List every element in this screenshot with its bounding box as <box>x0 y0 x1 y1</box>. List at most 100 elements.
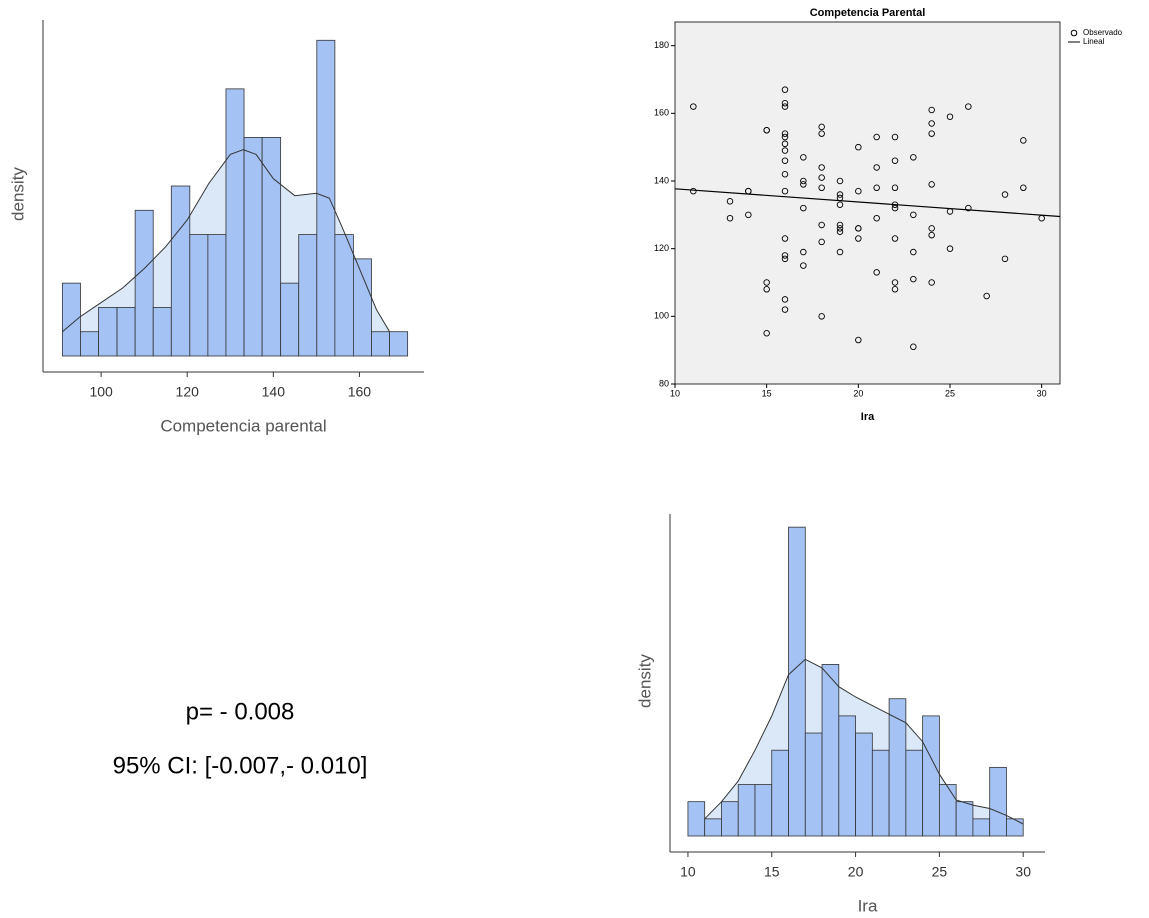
point <box>763 279 770 286</box>
point <box>855 143 862 151</box>
point <box>763 330 770 337</box>
point <box>891 204 899 212</box>
x-tick-label: 160 <box>348 384 372 400</box>
y-axis-label: density <box>8 167 27 221</box>
bar <box>855 732 873 837</box>
point <box>928 181 935 188</box>
bar <box>371 331 390 357</box>
point <box>836 201 844 208</box>
bar <box>922 715 940 837</box>
x-tick-label: 120 <box>176 384 200 400</box>
bar <box>972 818 991 837</box>
point <box>726 214 734 222</box>
bar <box>737 784 756 837</box>
bar <box>225 88 245 357</box>
bar <box>243 137 263 357</box>
x-tick-label: 10 <box>670 388 680 398</box>
bar <box>152 307 172 357</box>
x-tick-label: 30 <box>1037 388 1047 398</box>
bar <box>704 818 722 837</box>
bar <box>938 784 957 837</box>
x-tick-label: 30 <box>1015 864 1031 880</box>
point <box>818 174 825 181</box>
bar <box>280 282 300 357</box>
x-tick-label: 25 <box>945 388 955 398</box>
point <box>781 130 789 137</box>
y-tick-label: 80 <box>659 378 669 388</box>
point <box>818 130 825 137</box>
point <box>891 235 899 242</box>
point <box>891 184 899 192</box>
bar <box>116 307 136 357</box>
point <box>873 269 880 276</box>
point <box>965 103 972 110</box>
bar <box>170 185 191 357</box>
point <box>855 225 862 232</box>
point <box>855 187 862 195</box>
point <box>726 198 734 205</box>
point <box>781 187 789 195</box>
point <box>800 154 807 161</box>
point <box>928 231 935 239</box>
point <box>763 286 770 293</box>
point <box>781 252 789 259</box>
legend-label: Lineal <box>1083 37 1105 46</box>
point <box>836 177 844 185</box>
bar <box>1006 818 1024 837</box>
bar <box>389 331 409 357</box>
point <box>818 184 825 192</box>
x-tick-label: 10 <box>680 864 696 880</box>
bar <box>905 749 924 837</box>
point <box>928 130 935 137</box>
point <box>928 106 935 114</box>
point <box>818 313 825 320</box>
density-line <box>62 149 391 333</box>
point <box>781 147 789 154</box>
point <box>836 221 844 229</box>
point <box>965 204 972 212</box>
point <box>781 86 789 93</box>
point <box>928 120 935 127</box>
x-tick-label: 25 <box>932 864 948 880</box>
bar <box>721 801 739 837</box>
bar <box>61 282 81 357</box>
bar <box>871 749 890 837</box>
point <box>983 292 990 300</box>
bar <box>298 234 318 357</box>
point <box>946 245 954 252</box>
bar <box>989 766 1007 837</box>
point <box>910 343 917 351</box>
point <box>781 99 789 107</box>
point <box>873 164 880 171</box>
x-tick-label: 15 <box>762 388 772 398</box>
point <box>690 103 697 110</box>
y-tick-label: 160 <box>654 108 669 118</box>
bar <box>316 39 336 357</box>
point <box>946 113 954 120</box>
point <box>763 127 770 134</box>
point <box>836 191 844 198</box>
bar <box>754 784 773 837</box>
point <box>745 211 752 219</box>
point <box>781 157 789 164</box>
x-tick-label: 15 <box>764 864 780 880</box>
point <box>781 306 789 313</box>
y-axis-label: density <box>635 654 654 708</box>
point <box>781 140 789 148</box>
point <box>690 187 697 195</box>
point <box>855 235 862 242</box>
bar <box>80 331 99 357</box>
point <box>800 248 807 256</box>
bar <box>888 698 907 837</box>
point <box>818 221 825 229</box>
point <box>836 228 844 236</box>
point <box>1020 184 1027 192</box>
bar <box>955 801 974 837</box>
point <box>928 279 935 286</box>
point <box>928 225 935 232</box>
point <box>800 177 807 185</box>
legend-marker <box>1070 29 1078 37</box>
point <box>891 157 899 164</box>
point <box>891 286 899 293</box>
